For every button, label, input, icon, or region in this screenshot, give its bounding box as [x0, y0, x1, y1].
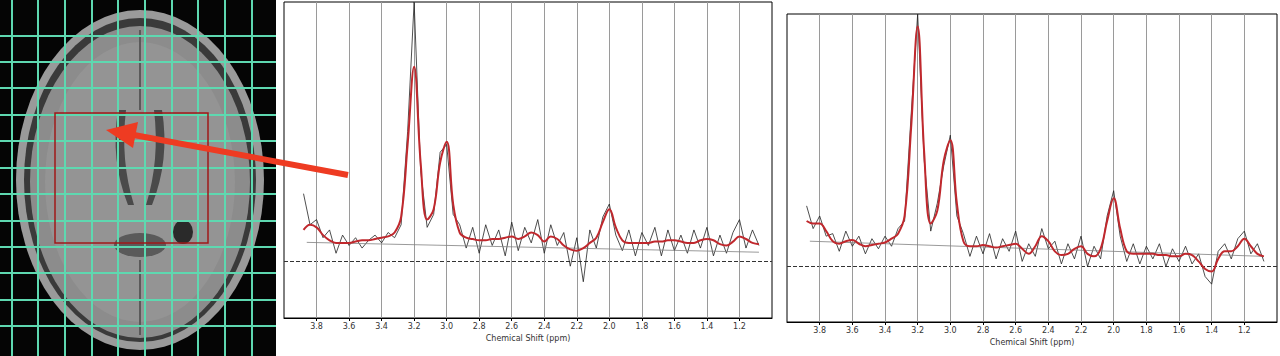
svg-text:3.4: 3.4 [375, 322, 388, 331]
svg-text:1.4: 1.4 [701, 322, 714, 331]
svg-text:1.6: 1.6 [1173, 326, 1186, 335]
svg-text:3.8: 3.8 [813, 326, 826, 335]
svg-text:2.2: 2.2 [570, 322, 583, 331]
svg-text:3.4: 3.4 [879, 326, 892, 335]
svg-text:2.0: 2.0 [603, 322, 616, 331]
svg-text:2.0: 2.0 [1107, 326, 1120, 335]
svg-text:2.8: 2.8 [473, 322, 486, 331]
svg-text:1.4: 1.4 [1205, 326, 1218, 335]
svg-text:2.4: 2.4 [1042, 326, 1055, 335]
svg-text:3.0: 3.0 [944, 326, 957, 335]
svg-text:Chemical Shift (ppm): Chemical Shift (ppm) [486, 334, 571, 343]
svg-text:3.2: 3.2 [911, 326, 924, 335]
svg-text:2.6: 2.6 [505, 322, 518, 331]
svg-text:2.4: 2.4 [538, 322, 551, 331]
svg-text:2.8: 2.8 [977, 326, 990, 335]
svg-text:Chemical Shift (ppm): Chemical Shift (ppm) [990, 338, 1075, 347]
svg-text:3.0: 3.0 [440, 322, 453, 331]
svg-text:3.6: 3.6 [846, 326, 859, 335]
svg-text:1.6: 1.6 [668, 322, 681, 331]
svg-text:3.2: 3.2 [408, 322, 421, 331]
svg-text:3.8: 3.8 [310, 322, 323, 331]
svg-text:1.2: 1.2 [733, 322, 746, 331]
svg-text:1.8: 1.8 [1140, 326, 1153, 335]
svg-text:2.2: 2.2 [1075, 326, 1088, 335]
svg-text:3.6: 3.6 [343, 322, 356, 331]
svg-text:1.8: 1.8 [635, 322, 648, 331]
svg-text:2.6: 2.6 [1009, 326, 1022, 335]
svg-text:1.2: 1.2 [1238, 326, 1251, 335]
